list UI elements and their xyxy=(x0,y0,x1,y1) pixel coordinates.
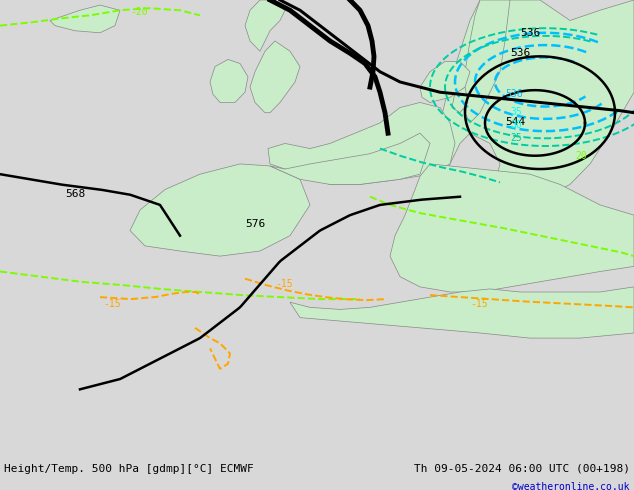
Polygon shape xyxy=(210,59,248,102)
Polygon shape xyxy=(270,133,430,184)
Text: -15: -15 xyxy=(103,299,120,309)
Polygon shape xyxy=(290,287,634,338)
Polygon shape xyxy=(50,5,120,33)
Text: 35: 35 xyxy=(510,107,522,117)
Polygon shape xyxy=(452,87,468,113)
Text: Height/Temp. 500 hPa [gdmp][°C] ECMWF: Height/Temp. 500 hPa [gdmp][°C] ECMWF xyxy=(4,464,254,474)
Polygon shape xyxy=(420,0,634,246)
Polygon shape xyxy=(245,0,285,51)
Text: ©weatheronline.co.uk: ©weatheronline.co.uk xyxy=(512,482,630,490)
Text: 20: 20 xyxy=(575,151,586,161)
Text: 568: 568 xyxy=(65,189,85,199)
Polygon shape xyxy=(130,164,310,256)
Text: -15: -15 xyxy=(470,299,488,309)
Text: 30: 30 xyxy=(510,120,522,130)
Text: 576: 576 xyxy=(245,220,265,229)
Text: -20: -20 xyxy=(130,7,148,17)
Polygon shape xyxy=(250,41,300,113)
Text: 536: 536 xyxy=(505,89,522,99)
Text: -15: -15 xyxy=(275,279,293,289)
Text: 25: 25 xyxy=(510,133,522,144)
Polygon shape xyxy=(460,0,510,123)
Text: 536: 536 xyxy=(510,49,530,58)
Text: Th 09-05-2024 06:00 UTC (00+198): Th 09-05-2024 06:00 UTC (00+198) xyxy=(414,464,630,474)
Text: 536: 536 xyxy=(520,28,540,38)
Polygon shape xyxy=(420,61,470,102)
Polygon shape xyxy=(268,102,455,184)
Polygon shape xyxy=(390,164,634,292)
Text: 544: 544 xyxy=(505,117,525,127)
